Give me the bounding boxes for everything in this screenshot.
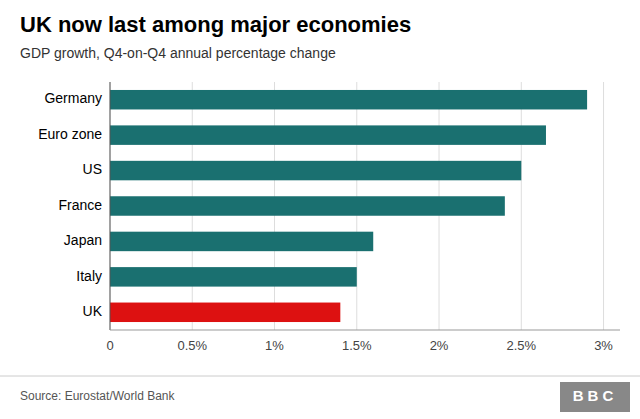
title: UK now last among major economies [20,12,411,37]
bar [110,267,357,286]
y-axis-line [110,82,111,330]
category-label: Germany [44,90,102,106]
bar [110,303,340,322]
x-tick-label: 0.5% [177,338,207,353]
grid-line [110,82,111,330]
separator [0,376,640,377]
x-tick-label: 1% [265,338,284,353]
grid-line [521,82,522,330]
subtitle: GDP growth, Q4-on-Q4 annual percentage c… [20,45,336,61]
logo-text: BBC [573,387,618,404]
category-label: Italy [76,268,102,284]
bar [110,161,521,180]
grid [110,82,604,330]
x-tick-label: 0 [106,338,113,353]
x-ticks: 0 0.5% 1% 1.5% 2% 2.5% 3% [106,338,613,353]
x-tick-label: 1.5% [342,338,372,353]
x-tick-label: 3% [594,338,613,353]
logo-box [560,382,630,412]
x-axis-line [110,330,620,331]
bar [110,125,546,144]
source: Source: Eurostat/World Bank [20,389,176,403]
category-label: Japan [64,232,102,248]
category-label: France [58,197,102,213]
logo: BBC [560,382,630,412]
grid-line [603,82,604,330]
bar [110,90,587,109]
chart: UK now last among major economies GDP gro… [0,0,640,419]
x-tick-label: 2% [430,338,449,353]
bar [110,232,373,251]
category-label: UK [83,303,103,319]
x-tick-label: 2.5% [506,338,536,353]
category-label: Euro zone [38,126,102,142]
category-label: US [83,161,102,177]
y-ticks: Germany Euro zone US France Japan Italy UK [38,90,102,319]
bars [110,90,587,322]
bar [110,196,505,215]
